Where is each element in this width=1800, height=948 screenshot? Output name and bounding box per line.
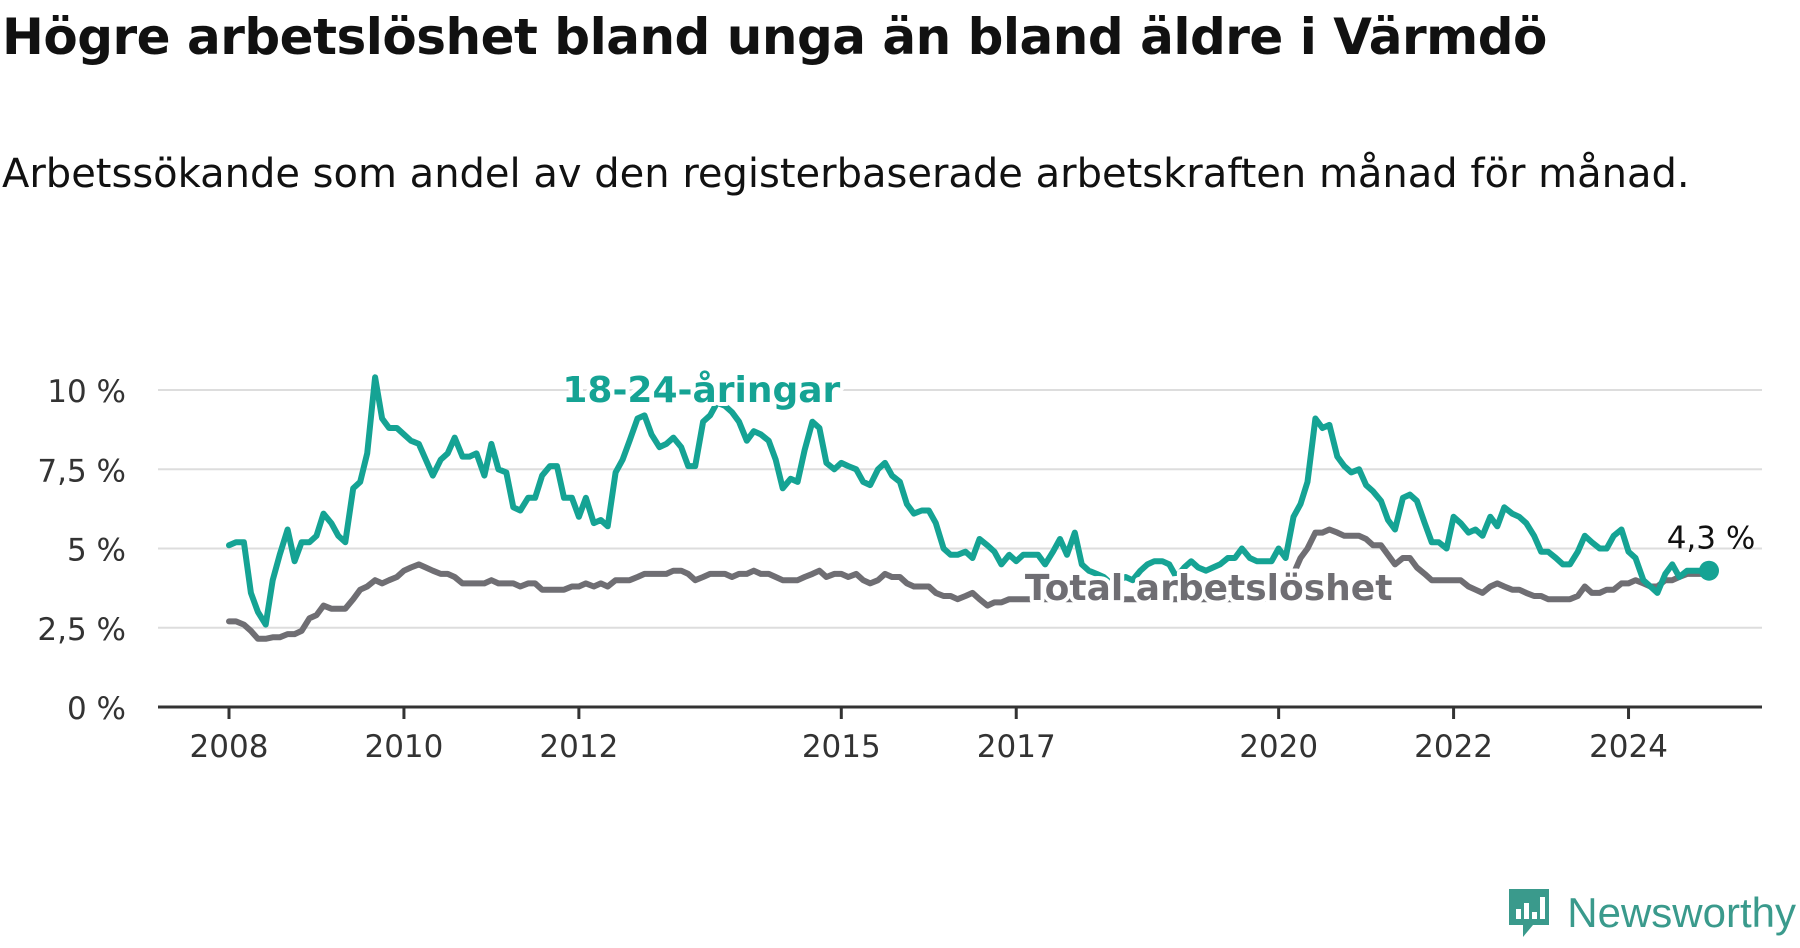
end-value-label: 4,3 % — [1667, 521, 1756, 557]
x-axis-ticks: 2008 2010 2012 2015 2017 2020 2022 2024 — [190, 707, 1668, 765]
x-tick-label: 2022 — [1414, 729, 1493, 765]
y-tick-label: 7,5 % — [37, 453, 126, 489]
y-tick-label: 0 % — [67, 691, 126, 727]
series-line-young — [226, 374, 1712, 628]
y-tick-label: 2,5 % — [37, 612, 126, 648]
x-tick-label: 2012 — [539, 729, 618, 765]
chart-subtitle: Arbetssökande som andel av den registerb… — [2, 151, 1690, 197]
series-line-total — [226, 526, 1712, 642]
x-tick-label: 2010 — [364, 729, 443, 765]
y-tick-label: 5 % — [67, 533, 126, 569]
end-point-marker — [1699, 560, 1720, 581]
chart-title: Högre arbetslöshet bland unga än bland ä… — [2, 8, 1547, 66]
series-annotations: 4,3 % 18-24-åringar Total arbetslöshet — [558, 366, 1756, 613]
gridlines — [158, 389, 1762, 709]
series-label-young: 18-24-åringar — [562, 370, 840, 411]
x-tick-label: 2020 — [1239, 729, 1318, 765]
newsworthy-icon — [1509, 889, 1550, 937]
series-label-total: Total arbetslöshet — [1025, 568, 1393, 609]
brand-name: Newsworthy — [1567, 889, 1796, 936]
y-tick-label: 10 % — [47, 374, 126, 410]
brand-logo: Newsworthy — [1505, 878, 1796, 948]
x-tick-label: 2017 — [977, 729, 1056, 765]
y-axis-ticks: 0 % 2,5 % 5 % 7,5 % 10 % — [37, 374, 126, 727]
series-lines — [226, 374, 1720, 642]
x-tick-label: 2008 — [190, 729, 269, 765]
x-tick-label: 2024 — [1589, 729, 1668, 765]
x-tick-label: 2015 — [802, 729, 881, 765]
